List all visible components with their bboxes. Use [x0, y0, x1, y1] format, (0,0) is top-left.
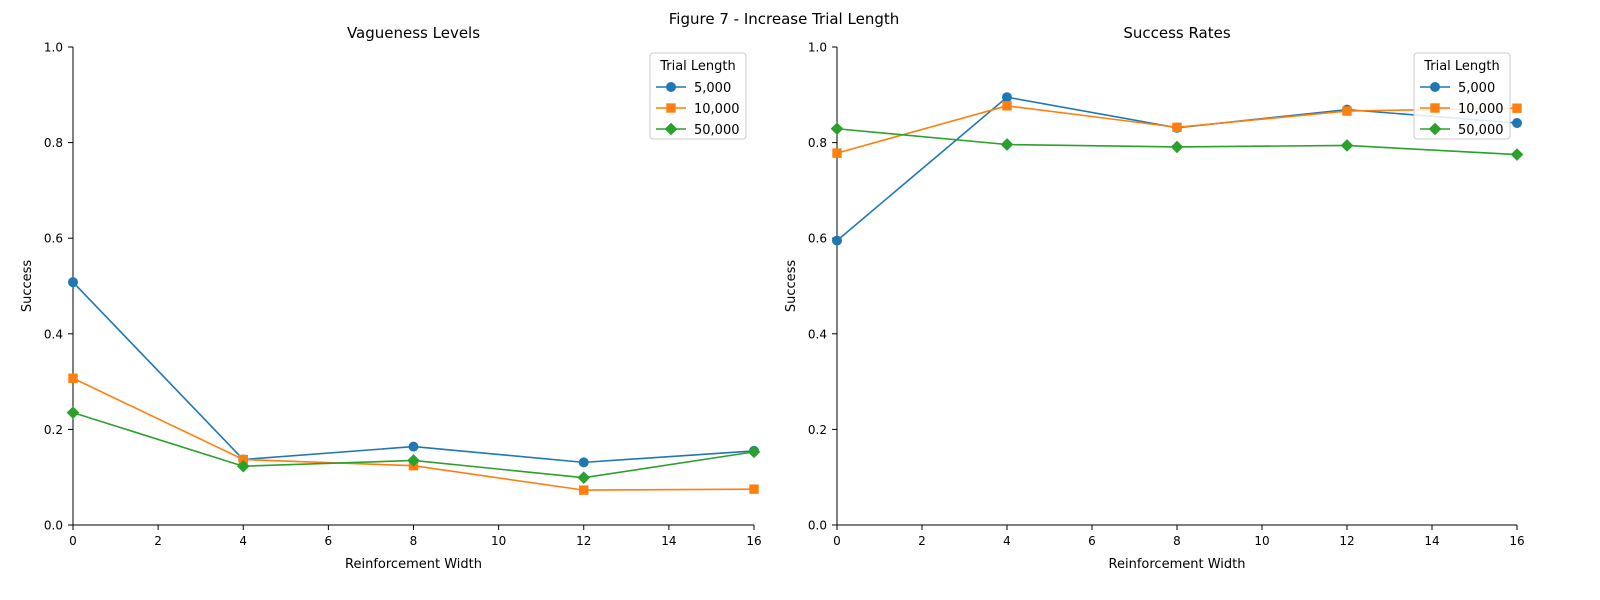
data-point	[832, 235, 842, 246]
data-point	[749, 484, 759, 494]
y-tick-label: 0.8	[808, 136, 827, 150]
data-point	[68, 373, 78, 383]
series-line	[72, 281, 755, 464]
x-tick-label: 6	[1088, 534, 1096, 548]
y-tick-label: 0.6	[44, 232, 63, 246]
data-point	[1002, 101, 1012, 111]
legend: Trial Length 5,000 10,000 50,000	[1413, 52, 1511, 140]
x-tick-label: 8	[1173, 534, 1181, 548]
y-tick-label: 0.4	[44, 327, 63, 341]
y-tick-label: 0.0	[808, 519, 827, 533]
data-point	[66, 406, 80, 419]
data-point	[830, 122, 844, 136]
data-point	[1172, 122, 1182, 133]
data-point	[832, 148, 842, 158]
legend-marker	[1430, 103, 1440, 113]
x-tick-label: 16	[746, 534, 761, 548]
legend-entry-5-000: 5,000	[694, 81, 731, 96]
series-10-000	[832, 101, 1522, 158]
y-tick-label: 0.6	[808, 232, 827, 246]
x-tick-label: 10	[1254, 534, 1269, 548]
x-tick-label: 2	[154, 534, 162, 548]
y-tick-label: 0.0	[44, 519, 63, 533]
data-point	[407, 454, 420, 467]
x-tick-label: 14	[1424, 534, 1439, 548]
series-10-000	[68, 373, 759, 495]
data-point	[747, 445, 761, 459]
series-50-000	[66, 406, 761, 484]
data-point	[577, 471, 591, 484]
chart-title: Vagueness Levels	[347, 24, 480, 42]
legend-marker	[1430, 82, 1440, 92]
data-point	[1342, 106, 1352, 116]
data-point	[1510, 148, 1524, 161]
legend-entry-50-000: 50,000	[1458, 123, 1504, 138]
chart-panel-success-rates: Success Rates 0 2 4 6 8 10 12 14 16 0.0 0.2 0.4 0.6 0.…	[784, 24, 1525, 572]
legend-marker	[1428, 122, 1442, 136]
series-50-000	[830, 122, 1524, 161]
y-tick-label: 0.8	[44, 136, 63, 150]
figure-suptitle: Figure 7 - Increase Trial Length	[669, 10, 899, 28]
x-tick-label: 2	[918, 534, 926, 548]
x-tick-label: 0	[69, 534, 77, 548]
x-tick-label: 12	[576, 534, 591, 548]
data-point	[578, 457, 589, 468]
chart-title: Success Rates	[1123, 24, 1231, 42]
x-tick-label: 12	[1339, 534, 1354, 548]
x-tick-label: 16	[1509, 534, 1524, 548]
x-tick-label: 6	[325, 534, 333, 548]
y-tick-label: 1.0	[808, 41, 827, 55]
legend-box	[1413, 52, 1511, 140]
x-axis-label: Reinforcement Width	[1109, 557, 1246, 572]
data-point	[1000, 138, 1014, 151]
y-axis-label: Success	[20, 260, 35, 313]
y-tick-label: 0.2	[44, 423, 63, 437]
x-axis-label: Reinforcement Width	[345, 557, 482, 572]
x-tick-label: 4	[239, 534, 247, 548]
legend-title: Trial Length	[659, 59, 736, 74]
data-point	[236, 459, 250, 473]
legend-marker	[666, 103, 676, 113]
x-tick-label: 4	[1003, 534, 1011, 548]
x-tick-label: 8	[410, 534, 418, 548]
legend-entry-10-000: 10,000	[694, 102, 740, 117]
legend-box	[649, 52, 747, 140]
data-point	[579, 485, 589, 495]
x-tick-label: 10	[491, 534, 506, 548]
legend-title: Trial Length	[1423, 59, 1500, 74]
y-tick-label: 1.0	[44, 41, 63, 55]
legend-entry-5-000: 5,000	[1458, 81, 1495, 96]
legend-entry-50-000: 50,000	[694, 123, 740, 138]
data-point	[1512, 118, 1522, 129]
series-5-000	[68, 277, 759, 468]
data-point	[68, 277, 78, 288]
x-tick-label: 0	[833, 534, 841, 548]
y-axis-label: Success	[784, 260, 799, 313]
data-point	[1340, 139, 1354, 152]
y-tick-label: 0.4	[808, 327, 827, 341]
y-tick-label: 0.2	[808, 423, 827, 437]
legend-entry-10-000: 10,000	[1458, 102, 1504, 117]
data-point	[1002, 92, 1012, 103]
legend-marker	[666, 82, 676, 92]
data-point	[408, 441, 419, 452]
legend-marker	[664, 122, 678, 136]
legend: Trial Length 5,000 10,000 50,000	[649, 52, 747, 140]
data-point	[1170, 140, 1184, 154]
x-tick-label: 14	[661, 534, 676, 548]
series-line	[72, 377, 755, 491]
chart-panel-vagueness-levels: Vagueness Levels 0 2 4 6 8 10 12 14 16 0.0 0.2 0.4 0.…	[20, 24, 762, 572]
data-point	[1512, 103, 1522, 113]
